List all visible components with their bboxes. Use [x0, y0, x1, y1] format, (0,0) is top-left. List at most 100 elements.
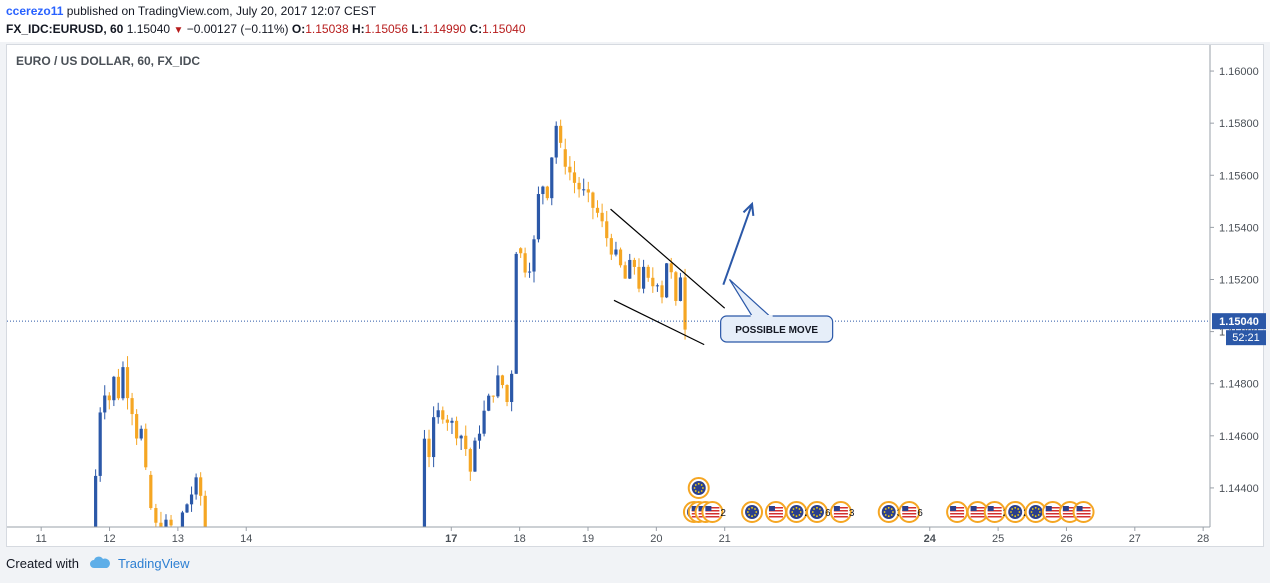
- eu-star-dot: [1037, 508, 1040, 510]
- eu-star-dot: [1017, 508, 1020, 510]
- possible-move-arrow: [722, 203, 753, 286]
- us-flag-stripe: [1062, 507, 1077, 509]
- eu-star-dot: [792, 508, 795, 510]
- eu-star-dot: [819, 514, 821, 516]
- event-count-label: 6: [825, 508, 831, 519]
- eu-star-dot: [792, 514, 795, 516]
- candle-body: [477, 433, 482, 441]
- published-text: published on TradingView.com, July 20, 2…: [66, 4, 377, 18]
- author-link[interactable]: ccerezo11: [6, 4, 64, 18]
- footer: Created with TradingView: [6, 556, 190, 573]
- candle-layer: [94, 119, 687, 527]
- candle-body: [618, 249, 623, 266]
- us-flag-stripe: [987, 513, 1002, 515]
- high-label: H:: [351, 22, 365, 36]
- candle-body: [189, 494, 194, 505]
- candle-body: [514, 253, 518, 374]
- candle-body: [637, 266, 641, 289]
- time-tick-label: 21: [719, 533, 731, 545]
- candle-body: [655, 285, 660, 287]
- quote-line: FX_IDC:EURUSD, 60 1.15040 ▼ −0.00127 (−0…: [6, 22, 526, 36]
- us-flag-stripe: [833, 510, 848, 512]
- tradingview-cloud-icon: [89, 556, 111, 573]
- price-tick-label: 1.14400: [1219, 483, 1259, 495]
- us-flag-stripe: [902, 510, 917, 512]
- time-tick-label: 27: [1129, 533, 1141, 545]
- candle-body: [563, 149, 567, 167]
- candle-body: [568, 166, 572, 173]
- low-label: L:: [411, 22, 423, 36]
- eu-star-dot: [754, 508, 756, 510]
- close-value: 1.15040: [482, 22, 526, 36]
- us-flag-canton: [902, 506, 909, 511]
- event-count-label: 6: [917, 508, 923, 519]
- chart-frame: [6, 44, 1264, 547]
- candle-body: [159, 522, 163, 527]
- eu-star-dot: [693, 487, 696, 489]
- candle-body: [586, 189, 590, 193]
- eu-star-dot: [1034, 515, 1037, 518]
- us-flag-stripe: [970, 510, 985, 512]
- us-flag-stripe: [970, 513, 985, 515]
- candle-body: [577, 182, 581, 190]
- eu-star-dot: [813, 508, 815, 510]
- candle-body: [628, 259, 632, 279]
- candle-body: [487, 395, 491, 411]
- candle-body: [139, 428, 143, 439]
- candle-body: [665, 263, 669, 298]
- low-value: 1.14990: [422, 22, 467, 36]
- publish-info: ccerezo11 published on TradingView.com, …: [6, 4, 376, 18]
- candle-body: [450, 420, 454, 423]
- symbol-label: FX_IDC:EURUSD, 60: [6, 22, 124, 36]
- us-flag-canton: [970, 506, 977, 511]
- candle-body: [445, 419, 449, 423]
- time-tick-label: 18: [514, 533, 526, 545]
- us-flag-stripe: [768, 513, 783, 515]
- candle-body: [491, 395, 495, 397]
- candle-body: [422, 438, 427, 527]
- us-flag-stripe: [1045, 510, 1060, 512]
- eu-star-dot: [1011, 508, 1014, 510]
- candle-body: [505, 385, 509, 402]
- last-price: 1.15040: [126, 22, 171, 36]
- eu-star-dot: [1014, 506, 1017, 509]
- us-flag-stripe: [1062, 510, 1077, 512]
- eu-star-dot: [702, 487, 704, 489]
- candle-body: [169, 519, 173, 526]
- us-flag-stripe: [705, 513, 720, 515]
- eu-star-dot: [816, 515, 818, 518]
- us-flag-stripe: [1062, 513, 1077, 515]
- candle-body: [441, 410, 445, 420]
- us-flag-stripe: [833, 516, 848, 518]
- candle-body: [609, 238, 613, 255]
- last-price-tag-label: 1.15040: [1219, 316, 1259, 328]
- eu-star-dot: [1034, 506, 1037, 509]
- candle-body: [669, 263, 673, 273]
- us-flag-stripe: [1045, 513, 1060, 515]
- candle-body: [464, 435, 468, 450]
- eu-star-dot: [748, 508, 750, 510]
- us-flag-stripe: [970, 516, 985, 518]
- eu-star-dot: [751, 515, 753, 518]
- eu-star-dot: [1010, 511, 1012, 513]
- candle-body: [510, 373, 514, 402]
- us-flag-stripe: [1076, 510, 1091, 512]
- time-tick-label: 20: [650, 533, 662, 545]
- countdown-tag: [1226, 330, 1266, 346]
- candle-body: [523, 253, 527, 273]
- callout-pointer: [728, 279, 773, 318]
- countdown-label: 52:21: [1232, 332, 1260, 344]
- event-count-label: 2: [720, 508, 726, 519]
- us-flag-stripe: [1062, 516, 1077, 518]
- candle-body: [473, 440, 477, 472]
- time-tick-label: 13: [172, 533, 184, 545]
- eu-star-dot: [887, 506, 890, 509]
- channel-line: [613, 299, 705, 346]
- tradingview-brand-link[interactable]: TradingView: [118, 556, 190, 571]
- callout-label: POSSIBLE MOVE: [735, 325, 818, 336]
- candle-body: [107, 395, 111, 401]
- candle-body: [595, 207, 600, 213]
- eu-star-dot: [1018, 511, 1021, 513]
- candle-body: [427, 438, 431, 458]
